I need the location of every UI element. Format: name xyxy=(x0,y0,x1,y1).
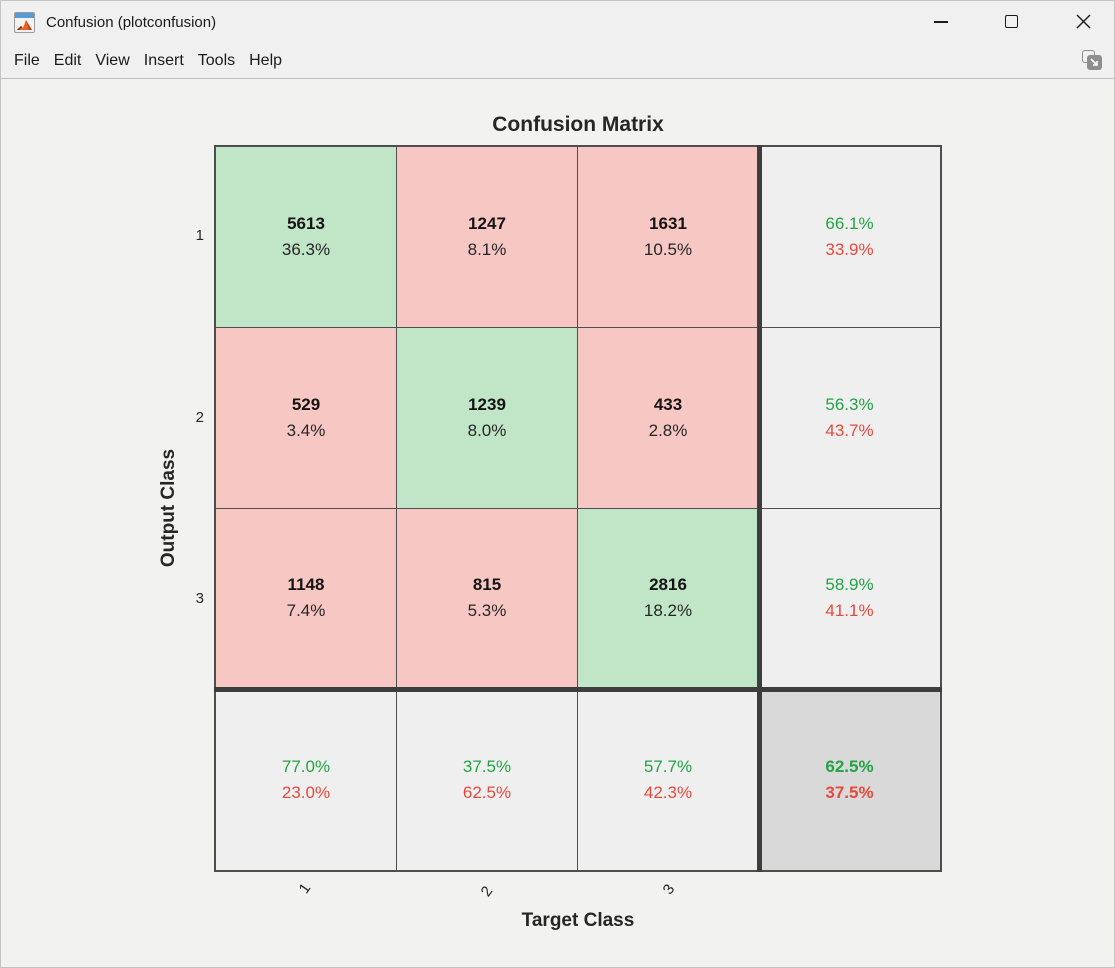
cell-value-line: 1247 xyxy=(468,213,506,233)
figure-canvas: Confusion Matrix 5613 36.3% 1247 8.1% 1631 10… xyxy=(1,80,1114,967)
menu-file[interactable]: File xyxy=(14,51,40,69)
cell-value-line: 37.5% xyxy=(462,756,512,776)
menu-view[interactable]: View xyxy=(95,51,130,69)
matrix-cell-r3c3: 2816 18.2% xyxy=(578,508,759,690)
cell-value-line: 57.7% xyxy=(643,756,693,776)
cell-percent-line: 23.0% xyxy=(281,782,331,802)
x-tick-3: 3 xyxy=(659,881,679,898)
cell-value-line: 56.3% xyxy=(825,394,874,414)
matrix-cell-r1c1: 5613 36.3% xyxy=(216,147,397,328)
y-tick-1: 1 xyxy=(195,227,204,244)
cell-value-line: 2816 xyxy=(649,575,687,595)
menu-edit[interactable]: Edit xyxy=(53,51,82,69)
chart-title: Confusion Matrix xyxy=(492,113,664,136)
cell-percent-line: 8.1% xyxy=(467,239,507,259)
minimize-button[interactable] xyxy=(918,5,964,38)
cell-percent-line: 7.4% xyxy=(286,601,326,621)
cell-percent-line: 62.5% xyxy=(462,782,512,802)
matrix-cell-r3c1: 1148 7.4% xyxy=(216,508,397,690)
x-axis-label: Target Class xyxy=(521,910,635,931)
cell-percent-line: 2.8% xyxy=(648,420,688,440)
cell-value-line: 1631 xyxy=(649,213,687,233)
cell-value-line: 62.5% xyxy=(825,756,874,776)
cell-percent-line: 33.9% xyxy=(825,239,874,259)
matrix-cell-r2c2: 1239 8.0% xyxy=(397,327,578,509)
cell-percent-line: 43.7% xyxy=(825,420,874,440)
cell-value-line: 433 xyxy=(653,394,683,414)
title-bar[interactable]: Confusion (plotconfusion) xyxy=(1,1,1114,43)
matrix-cell-r4c3: 57.7% 42.3% xyxy=(578,689,759,870)
matrix-cell-r2c4: 56.3% 43.7% xyxy=(759,327,940,509)
cell-percent-line: 18.2% xyxy=(643,601,693,621)
matrix-cell-r1c2: 1247 8.1% xyxy=(397,147,578,328)
cell-value-line: 77.0% xyxy=(281,756,331,776)
matrix-cell-r2c1: 529 3.4% xyxy=(216,327,397,509)
maximize-icon xyxy=(1004,15,1018,28)
x-tick-2: 2 xyxy=(477,883,497,900)
cell-percent-line: 41.1% xyxy=(825,601,874,621)
cell-value-line: 5613 xyxy=(287,213,325,233)
dock-figure-button[interactable] xyxy=(1080,49,1104,73)
menu-help[interactable]: Help xyxy=(249,51,283,69)
matrix-cell-r4c2: 37.5% 62.5% xyxy=(397,689,578,870)
dock-arrow-icon xyxy=(1087,55,1102,70)
cell-percent-line: 5.3% xyxy=(467,601,507,621)
y-axis-label: Output Class xyxy=(158,448,179,568)
cell-percent-line: 8.0% xyxy=(467,420,507,440)
matlab-figure-icon xyxy=(14,11,35,33)
matrix-cell-r2c3: 433 2.8% xyxy=(578,327,759,509)
cell-value-line: 1148 xyxy=(287,575,325,595)
matrix-cell-r4c1: 77.0% 23.0% xyxy=(216,689,397,870)
matlab-logo-icon xyxy=(17,19,32,30)
minimize-icon xyxy=(934,20,948,23)
matrix-cell-r3c4: 58.9% 41.1% xyxy=(759,508,940,690)
cell-percent-line: 42.3% xyxy=(643,782,693,802)
menu-bar: File Edit View Insert Tools Help xyxy=(1,43,1114,79)
cell-percent-line: 36.3% xyxy=(281,239,331,259)
cell-value-line: 1239 xyxy=(468,394,506,414)
matrix-cell-r1c3: 1631 10.5% xyxy=(578,147,759,328)
matrix-cell-r1c4: 66.1% 33.9% xyxy=(759,147,940,328)
icon-titlebar-stripe xyxy=(15,12,34,18)
cell-percent-line: 37.5% xyxy=(825,782,874,802)
cell-value-line: 529 xyxy=(291,394,321,414)
confusion-matrix-grid: 5613 36.3% 1247 8.1% 1631 10.5% 66.1% 33.9% 529 3… xyxy=(214,145,942,872)
close-button[interactable] xyxy=(1060,5,1106,38)
cell-percent-line: 3.4% xyxy=(286,420,326,440)
y-tick-2: 2 xyxy=(195,409,204,426)
menu-insert[interactable]: Insert xyxy=(143,51,184,69)
x-tick-1: 1 xyxy=(295,880,315,897)
cell-percent-line: 10.5% xyxy=(643,239,693,259)
cell-value-line: 66.1% xyxy=(825,213,874,233)
matrix-cell-r4c4: 62.5% 37.5% xyxy=(759,689,940,870)
window-title: Confusion (plotconfusion) xyxy=(46,13,217,31)
close-icon xyxy=(1076,14,1090,29)
menu-tools[interactable]: Tools xyxy=(197,51,236,69)
y-tick-3: 3 xyxy=(195,590,204,607)
cell-value-line: 815 xyxy=(472,575,502,595)
cell-value-line: 58.9% xyxy=(825,575,874,595)
maximize-button[interactable] xyxy=(988,5,1034,38)
matrix-cell-r3c2: 815 5.3% xyxy=(397,508,578,690)
